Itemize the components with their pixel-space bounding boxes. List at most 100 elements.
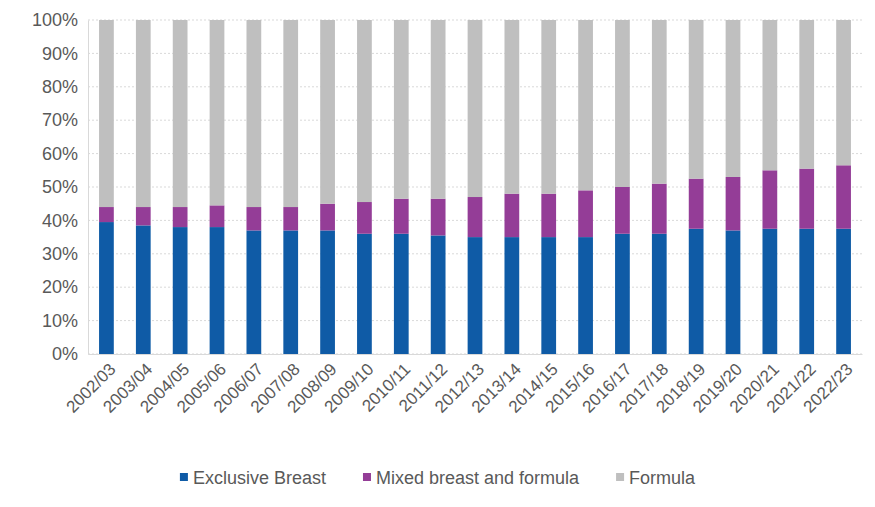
legend-swatch bbox=[180, 473, 188, 481]
bar-segment bbox=[320, 204, 335, 231]
bar-segment bbox=[283, 20, 298, 207]
bar-segment bbox=[541, 237, 556, 354]
bar-segment bbox=[136, 207, 151, 225]
bar-segment bbox=[246, 230, 261, 354]
bar-segment bbox=[504, 194, 519, 237]
bar-segment bbox=[320, 230, 335, 354]
legend-label: Exclusive Breast bbox=[193, 468, 326, 488]
y-tick-label: 100% bbox=[32, 10, 78, 30]
y-tick-label: 80% bbox=[42, 77, 78, 97]
bar-segment bbox=[136, 225, 151, 354]
bar-segment bbox=[615, 187, 630, 234]
y-tick-label: 20% bbox=[42, 277, 78, 297]
bar-segment bbox=[836, 165, 851, 228]
bar-segment bbox=[173, 207, 188, 227]
bar-segment bbox=[357, 20, 372, 202]
y-tick-label: 70% bbox=[42, 110, 78, 130]
bar-segment bbox=[431, 235, 446, 354]
y-tick-label: 60% bbox=[42, 144, 78, 164]
y-tick: 40% bbox=[42, 211, 88, 231]
x-tick: 2022/23 bbox=[800, 354, 857, 416]
y-tick-label: 40% bbox=[42, 211, 78, 231]
bar-segment bbox=[504, 20, 519, 194]
bar-segment bbox=[689, 229, 704, 354]
y-tick: 0% bbox=[52, 344, 88, 364]
y-tick-label: 30% bbox=[42, 244, 78, 264]
bar-segment bbox=[652, 234, 667, 354]
bar-segment bbox=[210, 227, 225, 354]
plot: 0% 10% 20% 30% 40% 50% 60% 70% 80% 90% 100% 2002/03… bbox=[32, 10, 863, 416]
bar-segment bbox=[689, 179, 704, 229]
y-tick: 20% bbox=[42, 277, 88, 297]
bar-segment bbox=[504, 237, 519, 354]
bar-segment bbox=[283, 230, 298, 354]
legend-item: Mixed breast and formula bbox=[363, 468, 580, 488]
bar-segment bbox=[431, 199, 446, 236]
y-tick-label: 90% bbox=[42, 44, 78, 64]
legend-swatch bbox=[363, 473, 371, 481]
bar-segment bbox=[652, 184, 667, 234]
legend-label: Mixed breast and formula bbox=[376, 468, 580, 488]
bar-segment bbox=[431, 20, 446, 199]
bar-segment bbox=[210, 20, 225, 205]
legend-item: Exclusive Breast bbox=[180, 468, 326, 488]
legend-item: Formula bbox=[616, 468, 696, 488]
y-axis: 0% 10% 20% 30% 40% 50% 60% 70% 80% 90% 100% bbox=[32, 10, 89, 364]
bars bbox=[99, 20, 851, 354]
bar-segment bbox=[652, 20, 667, 184]
y-tick: 70% bbox=[42, 110, 88, 130]
legend-swatch bbox=[616, 473, 624, 481]
bar-segment bbox=[836, 20, 851, 165]
grid bbox=[88, 20, 862, 354]
y-axis-line bbox=[88, 21, 89, 355]
bar-segment bbox=[578, 190, 593, 237]
bar-segment bbox=[762, 170, 777, 228]
bar-segment bbox=[726, 20, 741, 177]
bar-segment bbox=[246, 207, 261, 230]
bar-segment bbox=[394, 199, 409, 234]
y-tick-label: 0% bbox=[52, 344, 78, 364]
y-tick: 100% bbox=[32, 10, 88, 30]
bar-segment bbox=[394, 234, 409, 354]
bar-segment bbox=[689, 20, 704, 179]
bar-segment bbox=[541, 20, 556, 194]
y-tick: 50% bbox=[42, 177, 88, 197]
bar-segment bbox=[468, 197, 483, 237]
x-axis: 2002/032003/042004/052005/062006/072007/… bbox=[63, 354, 863, 416]
y-tick: 60% bbox=[42, 144, 88, 164]
bar-segment bbox=[394, 20, 409, 199]
bar-segment bbox=[541, 194, 556, 237]
y-tick-label: 50% bbox=[42, 177, 78, 197]
bar-segment bbox=[726, 230, 741, 354]
bar-segment bbox=[99, 20, 114, 207]
bar-segment bbox=[615, 234, 630, 354]
chart: 0% 10% 20% 30% 40% 50% 60% 70% 80% 90% 100% 2002/03… bbox=[0, 0, 875, 507]
bar-segment bbox=[136, 20, 151, 207]
bar-segment bbox=[99, 222, 114, 354]
bar-segment bbox=[246, 20, 261, 207]
bar-segment bbox=[799, 169, 814, 229]
bar-segment bbox=[578, 237, 593, 354]
bar-segment bbox=[210, 205, 225, 227]
bar-segment bbox=[726, 177, 741, 230]
bar-segment bbox=[357, 234, 372, 354]
bar-segment bbox=[468, 237, 483, 354]
y-tick: 30% bbox=[42, 244, 88, 264]
bar-segment bbox=[762, 229, 777, 354]
x-tick-label: 2022/23 bbox=[800, 360, 857, 417]
y-tick: 80% bbox=[42, 77, 88, 97]
bar-segment bbox=[357, 202, 372, 234]
bar-segment bbox=[283, 207, 298, 230]
bar-segment bbox=[578, 20, 593, 190]
legend: Exclusive Breast Mixed breast and formula… bbox=[180, 468, 696, 488]
x-axis-line bbox=[89, 354, 863, 355]
bar-segment bbox=[468, 20, 483, 197]
bar-segment bbox=[615, 20, 630, 187]
bar-segment bbox=[320, 20, 335, 204]
bar-segment bbox=[99, 207, 114, 222]
y-tick-label: 10% bbox=[42, 311, 78, 331]
bar-segment bbox=[173, 20, 188, 207]
legend-label: Formula bbox=[629, 468, 696, 488]
bar-segment bbox=[173, 227, 188, 354]
bar-segment bbox=[799, 20, 814, 169]
